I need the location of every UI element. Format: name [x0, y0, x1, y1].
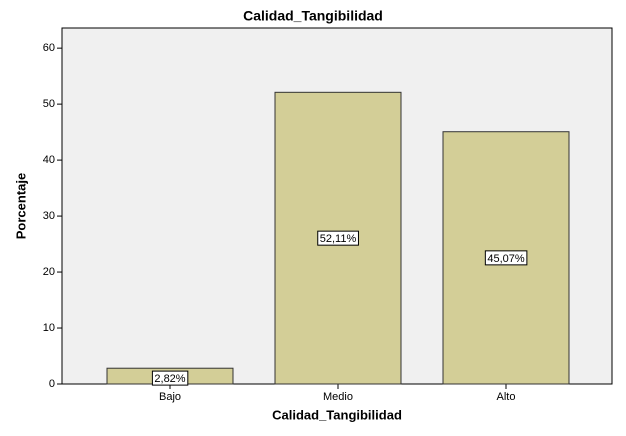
- value-label: 52,11%: [320, 233, 357, 245]
- y-tick-label: 60: [43, 42, 55, 54]
- value-label-box: [317, 230, 359, 246]
- y-tick-label: 10: [43, 322, 55, 334]
- y-axis-title: Porcentaje: [13, 173, 28, 239]
- value-label-box: [484, 250, 528, 266]
- y-tick-label: 50: [43, 98, 55, 110]
- y-tick-label: 20: [43, 266, 55, 278]
- x-tick-label: Medio: [323, 391, 353, 403]
- value-label-box: [151, 370, 189, 386]
- x-axis-title: Calidad_Tangibilidad: [272, 407, 402, 422]
- y-tick-label: 0: [49, 378, 55, 390]
- value-label: 2,82%: [154, 373, 185, 385]
- value-label: 45,07%: [487, 253, 525, 265]
- y-tick-label: 30: [43, 210, 55, 222]
- x-tick-label: Alto: [497, 391, 516, 403]
- chart-title: Calidad_Tangibilidad: [243, 8, 383, 24]
- x-tick-label: Bajo: [159, 391, 181, 403]
- y-tick-label: 40: [43, 154, 55, 166]
